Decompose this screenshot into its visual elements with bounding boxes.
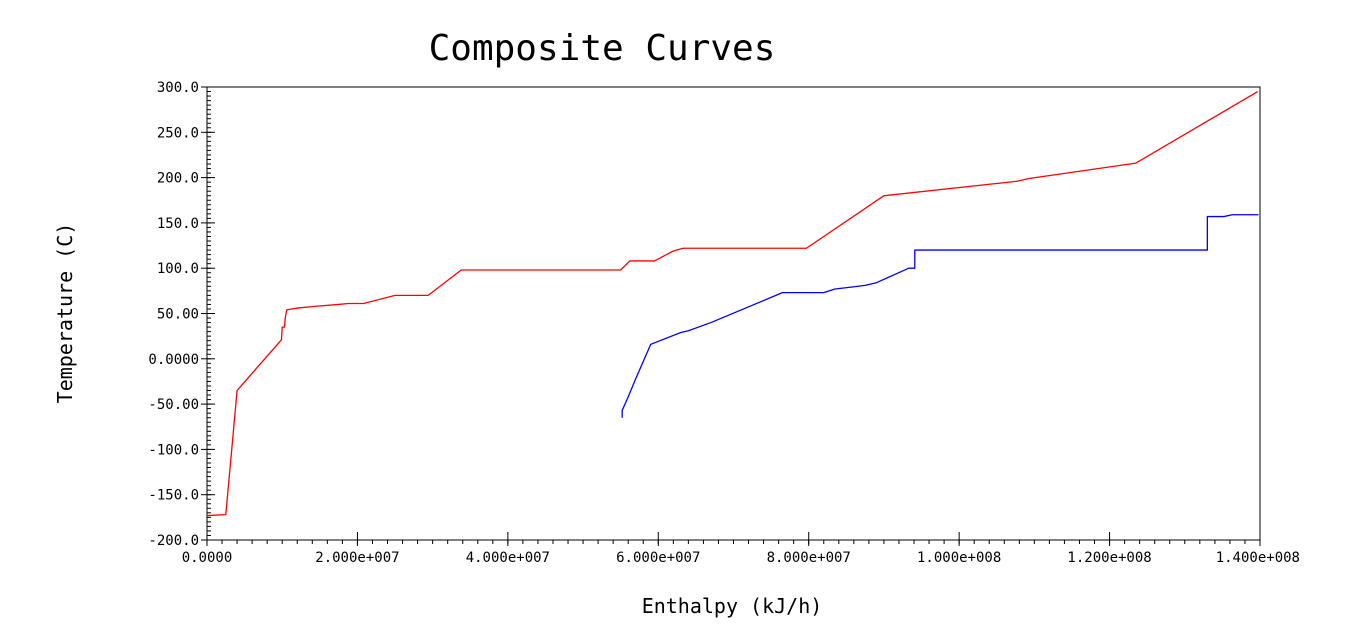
minor-ticks bbox=[206, 86, 1261, 544]
series-layer bbox=[206, 90, 1259, 517]
x-tick-label: 2.000e+007 bbox=[315, 550, 399, 566]
y-tick-label: -150.0 bbox=[148, 488, 199, 504]
y-tick-label: 250.0 bbox=[157, 125, 199, 141]
x-tick-label: 4.000e+007 bbox=[466, 550, 550, 566]
cold-composite-curve bbox=[621, 214, 1259, 418]
y-tick-label: -50.00 bbox=[148, 397, 199, 413]
x-tick-label: 1.000e+008 bbox=[917, 550, 1001, 566]
x-axis-label: Enthalpy (kJ/h) bbox=[642, 594, 823, 618]
y-tick-label: 200.0 bbox=[157, 171, 199, 187]
y-tick-label: -200.0 bbox=[148, 533, 199, 549]
x-tick-label: 1.200e+008 bbox=[1067, 550, 1151, 566]
y-tick-label: 150.0 bbox=[157, 216, 199, 232]
x-tick-label: 6.000e+007 bbox=[616, 550, 700, 566]
y-axis-label: Temperature (C) bbox=[53, 223, 77, 404]
y-tick-label: 100.0 bbox=[157, 261, 199, 277]
x-tick-label: 0.0000 bbox=[182, 550, 233, 566]
chart-title: Composite Curves bbox=[429, 28, 776, 69]
major-ticks: 300.0 250.0 200.0 150.0 100.0 50.00 0.0000 -50.… bbox=[148, 80, 1300, 566]
y-tick-label: 300.0 bbox=[157, 80, 199, 96]
y-tick-label: 0.0000 bbox=[148, 352, 199, 368]
x-tick-label: 1.400e+008 bbox=[1216, 550, 1300, 566]
y-tick-label: 50.00 bbox=[157, 307, 199, 323]
hot-composite-curve bbox=[206, 90, 1259, 517]
y-tick-label: -100.0 bbox=[148, 442, 199, 458]
x-tick-label: 8.000e+007 bbox=[767, 550, 851, 566]
